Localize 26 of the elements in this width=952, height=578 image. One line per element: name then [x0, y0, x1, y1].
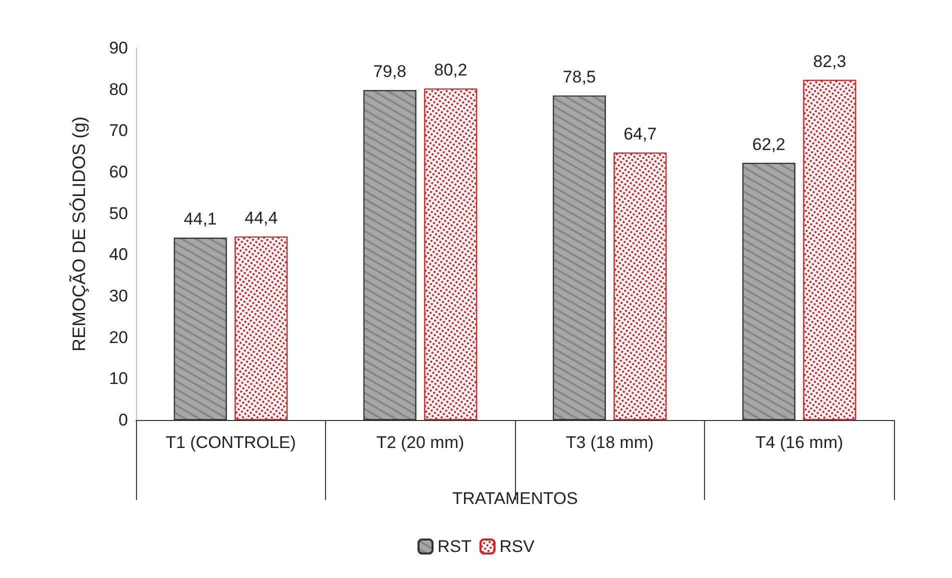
x-axis-title: TRATAMENTOS: [452, 489, 578, 508]
x-tick-label: T4 (16 mm): [755, 433, 844, 452]
y-tick-label: 30: [109, 286, 128, 306]
y-tick-label: 0: [118, 410, 128, 430]
x-tick-label: T3 (18 mm): [566, 433, 654, 452]
y-tick-label: 50: [109, 204, 128, 223]
x-tick-label: T1 (CONTROLE): [166, 433, 296, 452]
y-tick-label: 80: [109, 80, 128, 99]
data-label: 44,4: [244, 208, 278, 228]
data-label: 78,5: [562, 68, 596, 87]
legend-label: RSV: [500, 537, 536, 556]
y-tick-label: 10: [109, 369, 128, 388]
data-label: 64,7: [624, 124, 657, 144]
legend-label: RST: [438, 537, 472, 556]
data-label: 80,2: [434, 60, 468, 80]
y-tick-label: 60: [109, 162, 128, 182]
y-axis-title: REMOÇÃO DE SÓLIDOS (g): [69, 116, 89, 352]
y-tick-label: 70: [109, 121, 128, 140]
x-tick-label: T2 (20 mm): [376, 433, 464, 452]
data-label: 44,1: [184, 210, 217, 229]
data-label: 79,8: [373, 62, 406, 82]
y-tick-label: 40: [109, 245, 128, 264]
y-tick-label: 20: [109, 328, 128, 347]
data-label: 82,3: [813, 52, 846, 71]
y-tick-label: 90: [109, 38, 128, 58]
data-label: 62,2: [752, 134, 786, 154]
